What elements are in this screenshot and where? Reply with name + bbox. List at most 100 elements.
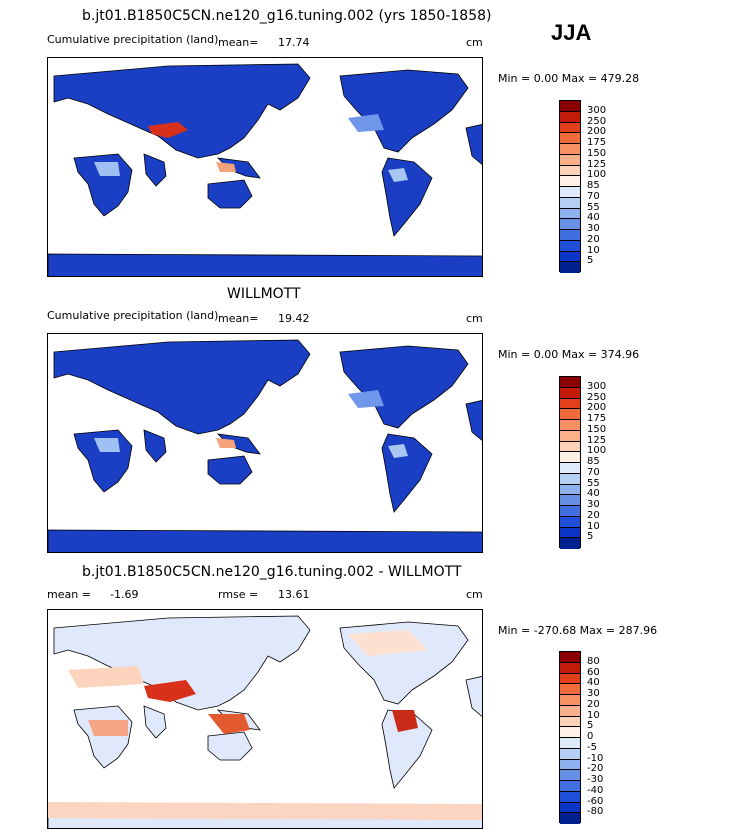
colorbar-swatch — [560, 495, 580, 506]
colorbar-tick-label: 5 — [587, 531, 594, 543]
continent-shape — [465, 124, 482, 165]
colorbar-tick-label: 55 — [587, 201, 600, 213]
colorbar-swatch — [560, 538, 580, 549]
panel1-variable: Cumulative precipitation (land) — [47, 33, 219, 46]
colorbar-swatch — [560, 197, 580, 209]
continent-shape — [143, 153, 167, 187]
colorbar-swatch — [560, 387, 580, 399]
colorbar-swatch — [560, 133, 580, 144]
precip-anomaly-region — [216, 162, 236, 172]
colorbar-tick-label: 40 — [587, 212, 600, 224]
colorbar-swatch — [560, 251, 580, 263]
panel3-mean-label: mean = — [47, 588, 91, 601]
season-label: JJA — [551, 20, 592, 45]
colorbar-tick-label: -10 — [587, 752, 604, 764]
colorbar-tick-label: 80 — [587, 655, 600, 667]
colorbar-tick-label: 5 — [587, 720, 594, 732]
colorbar-swatch — [560, 452, 580, 463]
colorbar-swatch — [560, 430, 580, 442]
colorbar-tick-label: 70 — [587, 466, 600, 478]
precip-anomaly-region — [392, 710, 418, 732]
panel1-mean-label: mean= — [218, 36, 259, 49]
colorbar-tick-label: 100 — [587, 169, 607, 181]
colorbar-swatch — [560, 208, 580, 220]
colorbar-tick-label: 85 — [587, 456, 600, 467]
continent-shape — [53, 339, 311, 435]
colorbar-swatch — [560, 748, 580, 760]
colorbar-swatch — [560, 230, 580, 241]
continent-shape — [48, 253, 482, 276]
panel3-rmse-label: rmse = — [218, 588, 259, 601]
panel2-units: cm — [466, 312, 483, 325]
land-mass — [48, 339, 482, 552]
panel2-minmax: Min = 0.00 Max = 374.96 — [498, 348, 640, 361]
colorbar-tick-label: 125 — [587, 158, 607, 170]
colorbar-swatch — [560, 262, 580, 273]
continent-shape — [53, 63, 311, 159]
colorbar-swatch — [560, 111, 580, 123]
colorbar-swatch — [560, 409, 580, 420]
precip-anomaly-region — [208, 714, 250, 734]
precip-anomaly-region — [216, 438, 236, 448]
colorbar-tick-label: 150 — [587, 147, 607, 159]
colorbar-tick-label: 20 — [587, 509, 600, 521]
colorbar-tick-label: -40 — [587, 784, 604, 796]
precip-anomaly-region — [388, 444, 408, 458]
panel1-map — [47, 57, 483, 277]
colorbar-swatch — [560, 506, 580, 517]
land-mass — [48, 63, 482, 276]
precip-anomaly-region — [68, 666, 144, 688]
colorbar-swatch — [560, 176, 580, 187]
continent-shape — [143, 429, 167, 463]
colorbar-swatch — [560, 420, 580, 431]
continent-shape — [143, 705, 167, 739]
panel2-variable: Cumulative precipitation (land) — [47, 309, 219, 322]
colorbar-tick-label: 10 — [587, 520, 600, 532]
continent-shape — [465, 676, 482, 717]
panel2-map — [47, 333, 483, 553]
colorbar-tick-label: 55 — [587, 477, 600, 489]
colorbar-tick-label: 30 — [587, 688, 600, 699]
colorbar-tick-label: 200 — [587, 402, 607, 414]
colorbar-tick-label: 40 — [587, 677, 600, 689]
panel2-mean-label: mean= — [218, 312, 259, 325]
colorbar-tick-label: 100 — [587, 445, 607, 457]
colorbar-swatch — [560, 527, 580, 539]
colorbar-swatch — [560, 165, 580, 177]
precip-anomaly-region — [94, 162, 120, 176]
precip-anomaly-region — [348, 390, 384, 408]
colorbar-tick-label: -80 — [587, 806, 604, 818]
colorbar-tick-label: -30 — [587, 774, 604, 785]
colorbar-tick-label: 10 — [587, 244, 600, 256]
continent-shape — [53, 615, 311, 711]
colorbar-swatch — [560, 101, 580, 112]
precip-anomaly-region — [348, 630, 428, 656]
colorbar-swatch — [560, 716, 580, 728]
colorbar-tick-label: -20 — [587, 763, 604, 775]
colorbar-swatch — [560, 662, 580, 674]
colorbar-tick-label: 5 — [587, 255, 594, 267]
colorbar-swatch — [560, 240, 580, 252]
panel1-title: b.jt01.B1850C5CN.ne120_g16.tuning.002 (y… — [82, 8, 492, 24]
colorbar-swatch — [560, 484, 580, 496]
colorbar-tick-label: 70 — [587, 190, 600, 202]
colorbar-swatch — [560, 377, 580, 388]
precip-anomaly-region — [94, 438, 120, 452]
panel3-colorbar — [559, 651, 581, 824]
colorbar-swatch — [560, 673, 580, 685]
continent-shape — [339, 69, 469, 153]
colorbar-swatch — [560, 652, 580, 663]
colorbar-swatch — [560, 738, 580, 749]
colorbar-tick-label: 0 — [587, 731, 594, 742]
colorbar-swatch — [560, 791, 580, 803]
continent-shape — [48, 529, 482, 552]
colorbar-tick-label: 300 — [587, 380, 607, 392]
continent-shape — [465, 400, 482, 441]
colorbar-swatch — [560, 122, 580, 134]
precip-anomaly-region — [88, 720, 128, 736]
panel3-rmse-value: 13.61 — [278, 588, 310, 601]
colorbar-swatch — [560, 187, 580, 198]
colorbar-tick-label: 250 — [587, 391, 607, 403]
colorbar-swatch — [560, 516, 580, 528]
precip-hotspots — [94, 390, 408, 458]
